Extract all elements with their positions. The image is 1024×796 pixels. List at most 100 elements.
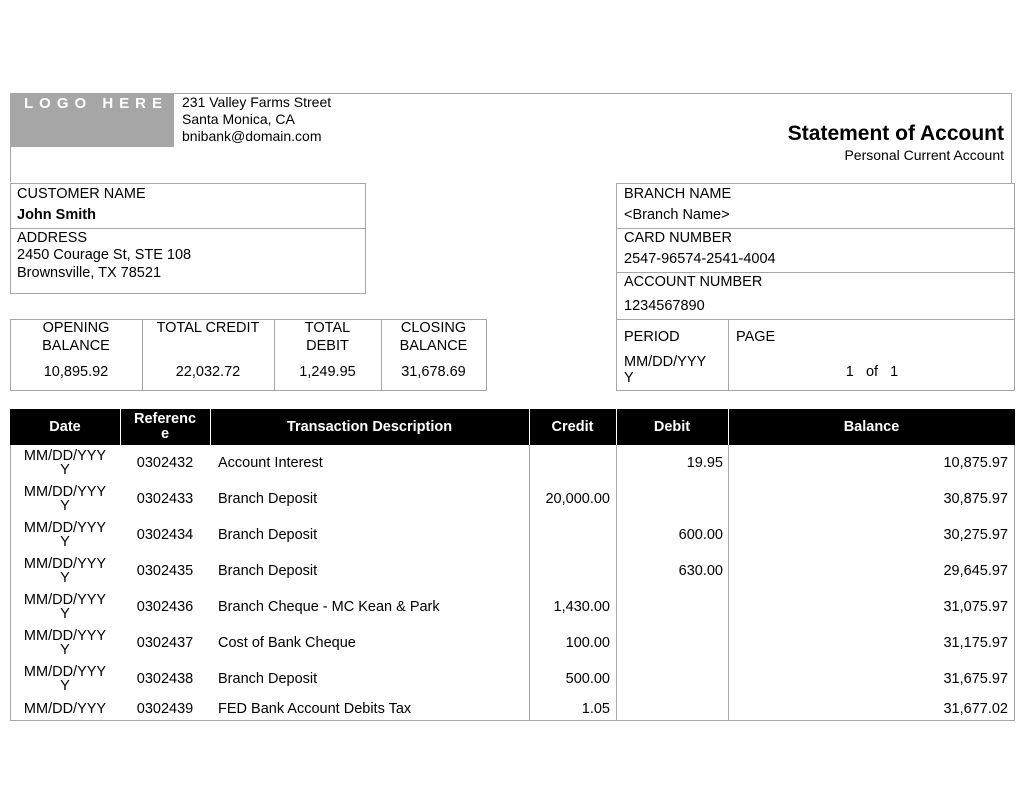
row-reference: 0302435 [136,563,194,579]
row-balance: 29,645.97 [943,563,1008,579]
row-credit [530,553,610,589]
row-balance: 30,875.97 [943,491,1008,507]
frame-top [10,93,1012,94]
row-description: Branch Deposit [218,563,318,579]
row-credit: 20,000.00 [545,491,610,507]
cust-line-mid [10,228,366,229]
branch-period-sep [728,319,729,391]
row-reference: 0302432 [136,455,194,471]
total-debit-value: 1,249.95 [299,364,356,380]
customer-address-label: ADDRESS [17,230,88,246]
bank-street: 231 Valley Farms Street [182,94,332,110]
branch-name-label: BRANCH NAME [624,186,732,202]
table-col-debit [616,445,617,721]
row-date-line1: MM/DD/YYY [23,592,107,608]
account-number-label: ACCOUNT NUMBER [624,274,763,290]
table-line-right [1014,445,1015,721]
header-reference-2: e [160,426,170,442]
bank-email: bnibank@domain.com [182,128,322,144]
card-number: 2547-96574-2541-4004 [624,251,776,267]
branch-line-bot [616,390,1015,391]
header-description: Transaction Description [286,418,453,435]
row-balance: 31,175.97 [943,635,1008,651]
table-row: MM/DD/YYY Y 0302436 Branch Cheque - MC Kean… [10,589,1015,625]
logo-placeholder: LOGO HERE [10,93,174,147]
closing-label-2: BALANCE [399,338,468,354]
header-balance: Balance [843,418,900,435]
row-debit [617,589,723,625]
opening-balance-label: OPENING BALANCE [10,319,142,355]
bank-address: 231 Valley Farms Street Santa Monica, CA… [182,94,331,145]
row-reference: 0302438 [136,671,194,687]
sum-sep-3 [381,319,382,391]
table-col-credit [529,445,530,721]
row-debit: 630.00 [678,563,723,579]
row-date: MM/DD/YYY [10,697,120,720]
row-date: MM/DD/YYY Y [10,661,120,697]
opening-balance-value: 10,895.92 [43,364,109,380]
row-credit: 1,430.00 [553,599,610,615]
table-row: MM/DD/YYY Y 0302435 Branch Deposit 630.00 29,… [10,553,1015,589]
header-debit: Debit [653,418,691,435]
branch-line-right [1014,183,1015,391]
branch-line-4 [616,319,1015,320]
row-date-text: MM/DD/YYY [24,701,106,716]
row-date-line1: MM/DD/YYY [23,628,107,644]
row-date-line1: MM/DD/YYY [23,484,107,500]
row-date-text: MM/DD/YYY Y [23,556,107,586]
row-description: Branch Deposit [218,671,318,687]
header-sep-3 [529,409,530,445]
row-date-line1: MM/DD/YYY [23,664,107,680]
row-credit [530,445,610,481]
table-col-balance [728,445,729,721]
cust-line-top [10,183,366,184]
frame-right-top [1011,93,1012,183]
branch-line-3 [616,272,1015,273]
row-date-line2: Y [60,462,70,478]
closing-label-1: CLOSING [400,320,467,336]
table-row: MM/DD/YYY Y 0302434 Branch Deposit 600.00 30,… [10,517,1015,553]
transactions-header: Date Referenc e Transaction Description … [10,409,1015,445]
sum-line-top [10,319,487,320]
branch-line-2 [616,228,1015,229]
branch-line-top [616,183,1015,184]
row-description: Branch Deposit [218,491,318,507]
row-date-text: MM/DD/YYY Y [23,484,107,514]
row-date-text: MM/DD/YYY Y [24,449,106,478]
statement-subtitle: Personal Current Account [844,147,1004,163]
table-row: MM/DD/YYY 0302439 FED Bank Account Debits … [10,697,1015,720]
cust-line-bot [10,293,366,294]
row-credit: 1.05 [581,700,610,717]
row-date-line1: MM/DD/YYY [23,556,107,572]
row-description: Branch Cheque - MC Kean & Park [218,599,440,615]
row-balance: 31,677.02 [943,700,1008,717]
row-date-line2: Y [60,678,70,694]
table-row: MM/DD/YYY Y 0302433 Branch Deposit 20,000.00… [10,481,1015,517]
row-balance: 31,075.97 [943,599,1008,615]
page-value: 1 of 1 [845,364,899,380]
sum-sep-2 [274,319,275,391]
total-credit-value: 22,032.72 [175,364,241,380]
customer-address-line2: Brownsville, TX 78521 [17,265,162,281]
statement-title: Statement of Account [787,122,1004,145]
header-date: Date [49,418,81,435]
customer-address-line1: 2450 Courage St, STE 108 [17,247,192,263]
opening-label-2: BALANCE [42,338,110,354]
row-debit: 19.95 [686,455,723,471]
sum-line-right [486,319,487,391]
row-balance: 10,875.97 [943,455,1008,471]
header-credit: Credit [551,418,594,435]
debit-label-2: DEBIT [306,338,349,354]
row-date: MM/DD/YYY Y [10,625,120,661]
row-date-line1: MM/DD/YYY [23,520,107,536]
period-value-line2: Y [624,370,634,386]
row-date-text: MM/DD/YYY Y [23,592,107,622]
row-debit [617,481,723,517]
branch-line-left [616,183,617,391]
header-sep-4 [616,409,617,445]
row-description: Account Interest [218,455,323,471]
closing-balance-value: 31,678.69 [401,364,466,380]
row-date-text: MM/DD/YYY Y [23,628,107,658]
row-date: MM/DD/YYY Y [10,481,120,517]
header-reference-1: Referenc [133,411,197,427]
